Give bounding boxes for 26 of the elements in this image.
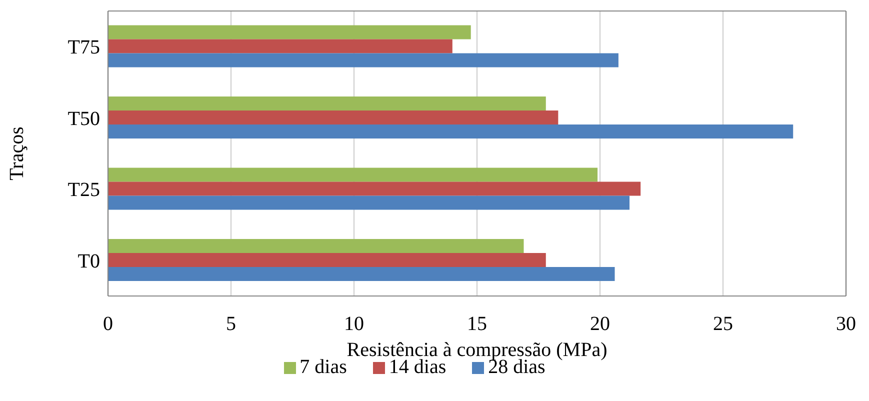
y-tick-label: T0 — [78, 250, 100, 272]
y-tick-label: T25 — [68, 179, 100, 202]
x-tick-label: 15 — [467, 313, 487, 336]
y-axis-title: Traços — [6, 126, 28, 180]
bar — [108, 267, 615, 281]
bar — [108, 239, 524, 253]
legend-label: 14 dias — [388, 356, 446, 378]
bar — [108, 110, 558, 124]
bar — [108, 25, 471, 40]
bar — [108, 39, 452, 54]
x-tick-label: 25 — [713, 313, 733, 336]
x-tick-label: 5 — [226, 313, 236, 336]
y-tick-label: T50 — [68, 108, 100, 130]
bar — [108, 168, 598, 182]
x-tick-label: 10 — [344, 313, 364, 336]
bar — [108, 196, 630, 210]
bar — [108, 96, 546, 110]
x-tick-label: 20 — [590, 313, 610, 336]
bar — [108, 53, 618, 68]
y-tick-label: T75 — [68, 36, 100, 59]
bar — [108, 182, 641, 196]
x-tick-label: 0 — [103, 313, 113, 336]
bar — [108, 253, 546, 267]
bar — [108, 124, 794, 138]
x-tick-label: 30 — [836, 313, 856, 336]
legend-label: 7 dias — [300, 356, 347, 378]
